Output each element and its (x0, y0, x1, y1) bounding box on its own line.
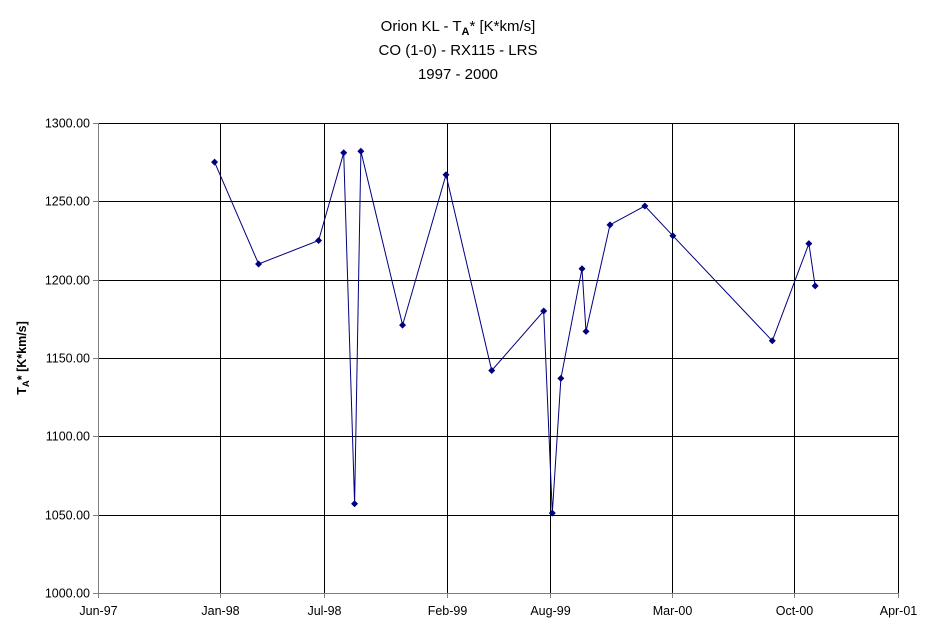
x-tick-label: Jun-97 (79, 604, 117, 618)
chart-title-line-1: Orion KL - TA* [K*km/s] (381, 18, 536, 38)
data-point-marker (399, 321, 407, 329)
data-point-marker (340, 149, 348, 157)
y-tick-label: 1000.00 (45, 587, 90, 601)
x-tick-label: Aug-99 (530, 604, 570, 618)
data-point-marker (488, 367, 496, 375)
data-point-marker (669, 232, 677, 240)
axes (93, 123, 899, 598)
chart-title-line-2: CO (1-0) - RX115 - LRS (379, 42, 538, 59)
y-tick-label: 1050.00 (45, 509, 90, 523)
y-tick-label: 1100.00 (46, 430, 90, 444)
data-point-marker (582, 327, 590, 335)
data-series (211, 147, 819, 517)
y-tick-label: 1150.00 (46, 352, 90, 366)
data-point-marker (442, 171, 450, 179)
grid-lines (98, 123, 899, 593)
data-point-marker (768, 337, 776, 345)
y-tick-label: 1200.00 (45, 274, 90, 288)
y-tick-label: 1300.00 (45, 117, 90, 131)
x-tick-label: Jan-98 (201, 604, 239, 618)
data-point-marker (357, 147, 365, 155)
x-tick-label: Oct-00 (776, 604, 814, 618)
x-tick-label: Apr-01 (880, 604, 918, 618)
data-point-marker (255, 260, 263, 268)
y-axis-label: TA* [K*km/s] (15, 321, 32, 395)
data-point-marker (805, 240, 813, 248)
data-point-marker (811, 282, 819, 290)
data-point-marker (641, 202, 649, 210)
chart-title: Orion KL - TA* [K*km/s] CO (1-0) - RX115… (379, 18, 538, 83)
x-axis-tick-labels: Jun-97 Jan-98 Jul-98 Feb-99 Aug-99 Mar-00 Oct-… (79, 604, 917, 618)
chart-title-line-3: 1997 - 2000 (418, 66, 498, 83)
series-line (214, 151, 816, 514)
data-point-marker (578, 265, 586, 273)
y-axis-tick-labels: 1000.00 1050.00 1100.00 1150.00 1200.00 1250.… (45, 117, 90, 601)
data-point-marker (540, 307, 548, 315)
x-tick-label: Mar-00 (653, 604, 693, 618)
x-tick-label: Jul-98 (307, 604, 341, 618)
data-point-marker (606, 221, 614, 229)
data-point-marker (548, 509, 556, 517)
data-point-marker (351, 500, 359, 508)
data-point-marker (557, 374, 565, 382)
y-tick-label: 1250.00 (45, 195, 90, 209)
x-tick-label: Feb-99 (428, 604, 468, 618)
data-point-marker (211, 158, 219, 166)
data-point-marker (315, 237, 323, 244)
